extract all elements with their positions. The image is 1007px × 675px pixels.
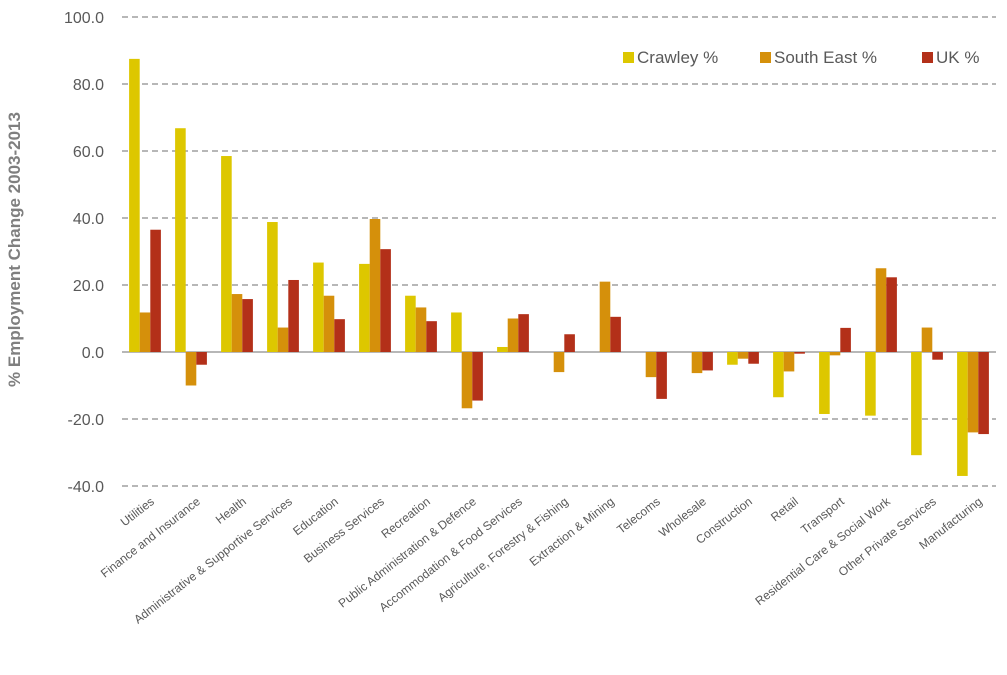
bar-crawley-18 [957,352,968,476]
bar-south-east-1 [185,352,197,386]
bar-crawley-4 [313,262,324,352]
bar-uk-11 [656,352,667,399]
bar-south-east-17 [921,327,933,352]
bar-crawley-14 [773,352,784,398]
bar-south-east-8 [507,318,519,352]
bar-crawley-2 [221,156,232,352]
bar-south-east-11 [645,352,657,378]
bar-crawley-5 [359,263,370,352]
bar-crawley-13 [727,352,738,365]
bar-uk-16 [886,277,897,352]
category-label: Health [213,494,249,526]
legend-label: South East % [774,48,877,67]
bar-crawley-17 [911,352,922,456]
bar-crawley-16 [865,352,876,416]
bar-south-east-13 [737,352,749,359]
category-label: Retail [768,494,801,524]
bar-south-east-6 [415,307,427,352]
y-axis-label: % Employment Change 2003-2013 [5,112,24,387]
bar-layer [129,58,989,476]
y-tick-label: 40.0 [73,211,104,228]
bar-south-east-12 [691,352,703,374]
category-label: Extraction & Mining [527,494,617,569]
bar-south-east-5 [369,219,381,352]
y-tick-label: 0.0 [82,345,104,362]
bar-south-east-16 [875,268,887,352]
legend-swatch [922,52,933,63]
category-label: Administrative & Supportive Services [131,494,295,626]
bar-south-east-3 [277,327,289,352]
bar-south-east-0 [139,312,151,352]
bar-uk-13 [748,352,759,364]
bar-uk-18 [978,352,989,435]
bar-crawley-8 [497,346,508,352]
bar-uk-10 [610,316,621,352]
bar-south-east-14 [783,352,795,372]
bar-south-east-15 [829,352,841,356]
y-tick-label: -40.0 [68,479,105,496]
legend-swatch [760,52,771,63]
bar-uk-12 [702,352,713,371]
bar-uk-3 [288,279,299,352]
y-tick-label: -20.0 [68,412,105,429]
bar-uk-6 [426,321,437,352]
bar-south-east-10 [599,281,611,352]
bar-uk-15 [840,327,851,352]
bar-uk-14 [794,352,805,354]
y-tick-label: 100.0 [64,10,104,27]
y-tick-label: 80.0 [73,77,104,94]
y-tick-label: 20.0 [73,278,104,295]
bar-uk-1 [196,352,207,365]
bar-crawley-15 [819,352,830,414]
bar-south-east-7 [461,352,473,409]
bar-uk-4 [334,319,345,352]
bar-crawley-7 [451,312,462,352]
bar-uk-9 [564,334,575,352]
legend-label: UK % [936,48,979,67]
bar-uk-2 [242,299,253,352]
bar-crawley-1 [175,128,186,352]
bar-crawley-3 [267,222,278,352]
bar-crawley-6 [405,295,416,352]
bar-south-east-9 [553,352,565,373]
y-tick-label: 60.0 [73,144,104,161]
legend-label: Crawley % [637,48,718,67]
bar-crawley-0 [129,58,140,353]
bar-south-east-18 [967,352,979,433]
y-tick-labels: 100.0 80.0 60.0 40.0 20.0 0.0 -20.0 -40.0 [64,10,104,496]
bar-uk-8 [518,314,529,352]
bar-uk-5 [380,249,391,352]
bar-uk-0 [150,229,161,352]
grid-layer [122,16,996,487]
legend: Crawley % South East % UK % [623,48,979,67]
bar-south-east-4 [323,295,335,352]
bar-south-east-2 [231,294,243,352]
category-label: Telecoms [614,494,663,536]
bar-uk-7 [472,352,483,401]
bar-uk-17 [932,352,943,360]
category-label: Business Services [301,494,387,565]
category-label: Utilities [118,494,157,529]
legend-swatch [623,52,634,63]
